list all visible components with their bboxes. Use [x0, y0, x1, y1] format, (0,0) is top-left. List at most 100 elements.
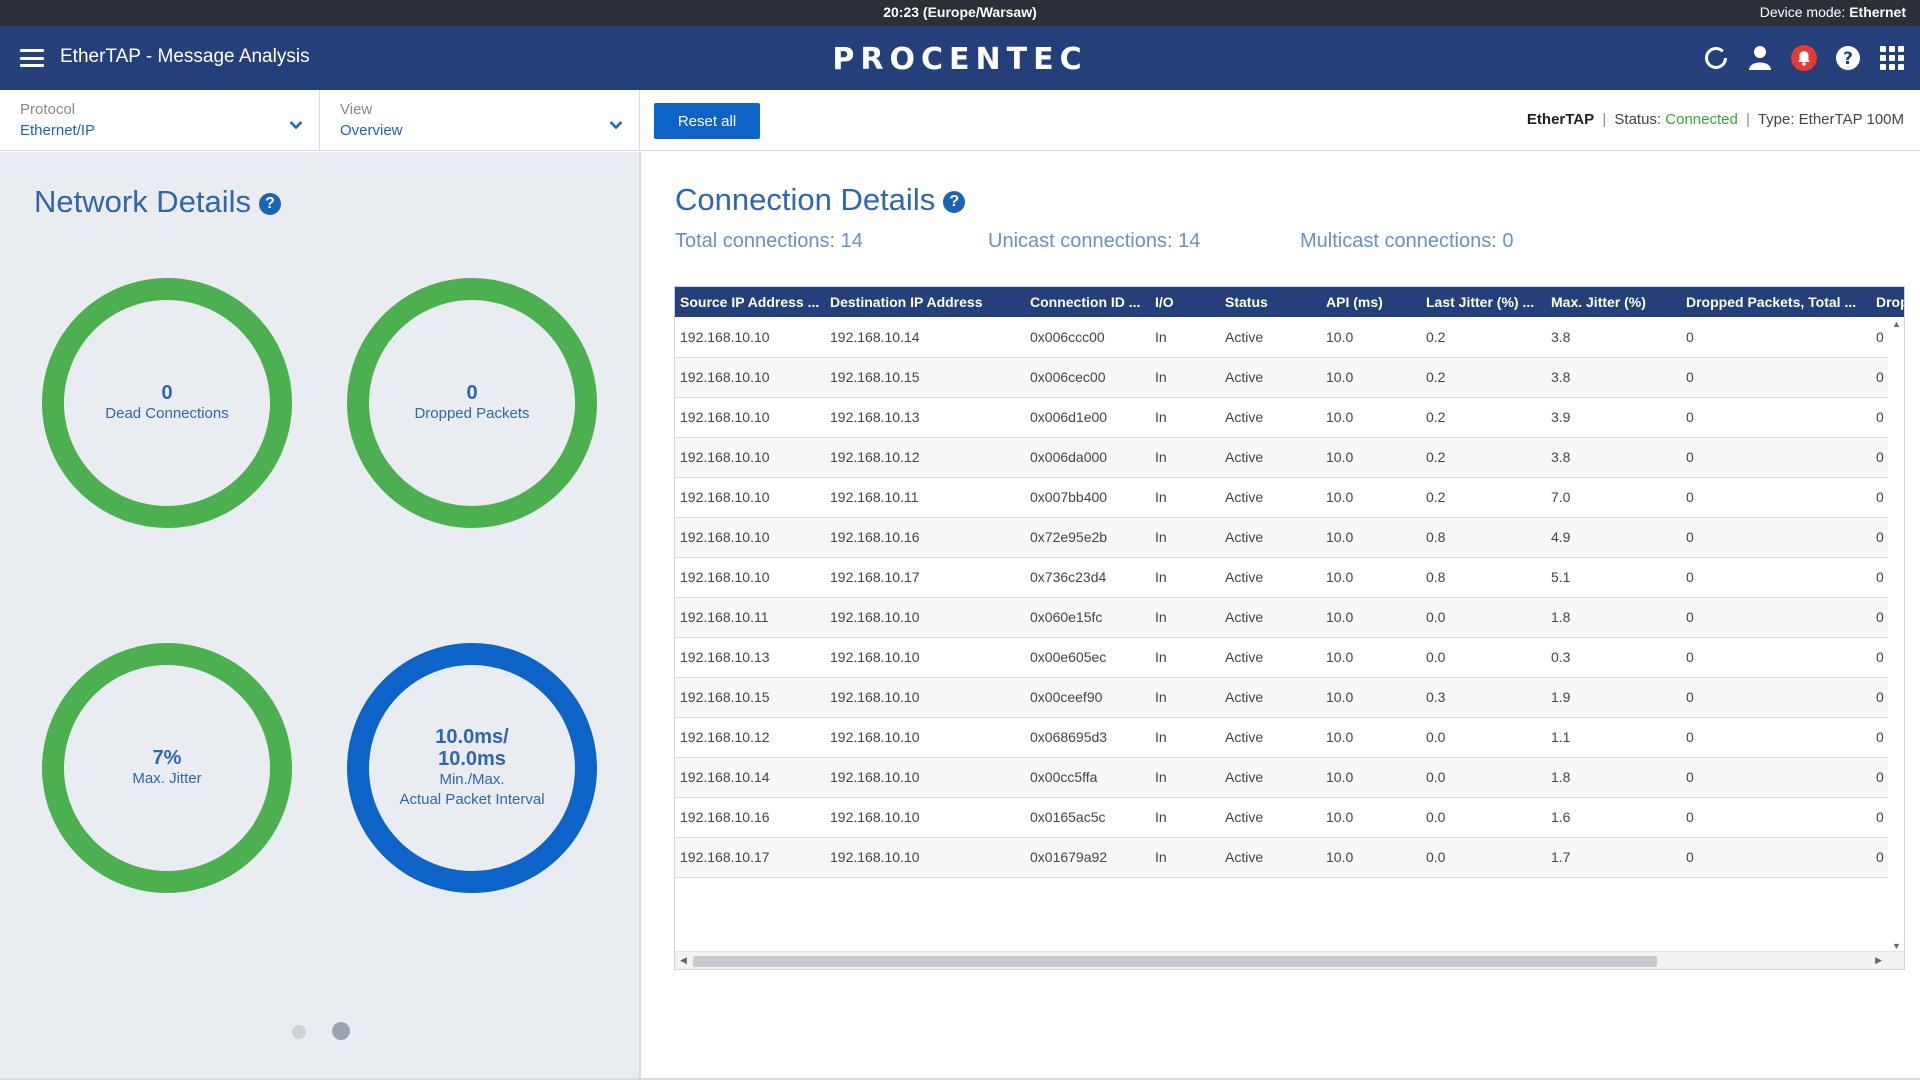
help-icon[interactable]: ? — [1834, 44, 1862, 72]
column-header[interactable]: Status — [1220, 287, 1321, 317]
table-cell: 0.2 — [1421, 397, 1546, 438]
table-row[interactable]: 192.168.10.10 192.168.10.15 0x006cec00 In Ac… — [675, 357, 1904, 398]
table-cell: 3.9 — [1546, 397, 1681, 438]
table-row[interactable]: 192.168.10.10 192.168.10.16 0x72e95e2b In Ac… — [675, 517, 1904, 558]
column-header[interactable]: Last Jitter (%) ... — [1421, 287, 1546, 317]
refresh-icon[interactable] — [1702, 44, 1730, 72]
column-header[interactable]: Dropped Packets, Total ... — [1681, 287, 1871, 317]
table-row[interactable]: 192.168.10.13 192.168.10.10 0x00e605ec In Ac… — [675, 637, 1904, 678]
table-row[interactable]: 192.168.10.14 192.168.10.10 0x00cc5ffa In Ac… — [675, 757, 1904, 798]
column-header[interactable]: Destination IP Address — [825, 287, 1025, 317]
protocol-dropdown[interactable]: Protocol Ethernet/IP — [0, 90, 320, 150]
scroll-down-arrow[interactable]: ▼ — [1892, 941, 1901, 951]
column-header[interactable]: API (ms) — [1321, 287, 1421, 317]
table-cell: 1.6 — [1546, 797, 1681, 838]
table-row[interactable]: 192.168.10.10 192.168.10.11 0x007bb400 In Ac… — [675, 477, 1904, 518]
protocol-label: Protocol — [20, 101, 76, 118]
unicast-connections: Unicast connections: 14 — [988, 230, 1201, 252]
gauge-ring — [347, 643, 597, 893]
gauge-label: Min./Max. — [439, 771, 505, 788]
table-row[interactable]: 192.168.10.16 192.168.10.10 0x0165ac5c In Ac… — [675, 797, 1904, 838]
table-row[interactable]: 192.168.10.17 192.168.10.10 0x01679a92 In Ac… — [675, 837, 1904, 878]
column-header[interactable]: Drop — [1871, 287, 1904, 317]
user-icon[interactable] — [1746, 44, 1774, 72]
table-row[interactable]: 192.168.10.10 192.168.10.14 0x006ccc00 In Ac… — [675, 317, 1904, 358]
table-cell: 0x736c23d4 — [1025, 557, 1150, 598]
table-cell: 0x006d1e00 — [1025, 397, 1150, 438]
table-cell: 0.3 — [1546, 637, 1681, 678]
table-cell: 192.168.10.10 — [675, 557, 825, 598]
table-cell: 10.0 — [1321, 637, 1421, 678]
table-cell: 10.0 — [1321, 557, 1421, 598]
table-cell: In — [1150, 357, 1220, 398]
table-cell: 192.168.10.16 — [825, 517, 1025, 558]
table-cell: Active — [1220, 797, 1321, 838]
connection-details-title: Connection Details? — [675, 182, 966, 218]
table-cell: 192.168.10.10 — [825, 717, 1025, 758]
reset-all-button[interactable]: Reset all — [654, 103, 760, 139]
device-type: Type: EtherTAP 100M — [1757, 111, 1904, 128]
table-cell: 3.8 — [1546, 357, 1681, 398]
table-cell: 1.9 — [1546, 677, 1681, 718]
scroll-right-arrow[interactable]: ▶ — [1875, 955, 1882, 965]
scroll-up-arrow[interactable]: ▲ — [1892, 319, 1901, 329]
network-details-panel: Network Details? 0 Dead Connections 0 Dr… — [0, 152, 641, 1080]
table-row[interactable]: 192.168.10.10 192.168.10.17 0x736c23d4 In Ac… — [675, 557, 1904, 598]
view-label: View — [340, 101, 373, 118]
help-icon[interactable]: ? — [259, 192, 282, 215]
column-header[interactable]: Max. Jitter (%) — [1546, 287, 1681, 317]
gauge-value-max: 10.0ms — [438, 748, 506, 770]
pager-dot-1[interactable] — [292, 1025, 306, 1039]
gauge-label: Dropped Packets — [414, 405, 530, 422]
table-cell: 0x006ccc00 — [1025, 317, 1150, 358]
table-cell: 10.0 — [1321, 397, 1421, 438]
table-cell: Active — [1220, 397, 1321, 438]
device-name: EtherTAP — [1526, 111, 1595, 128]
table-cell: 192.168.10.10 — [825, 797, 1025, 838]
help-icon[interactable]: ? — [943, 190, 966, 213]
table-row[interactable]: 192.168.10.10 192.168.10.12 0x006da000 In Ac… — [675, 437, 1904, 478]
column-header[interactable]: Connection ID ... — [1025, 287, 1150, 317]
table-cell: In — [1150, 677, 1220, 718]
table-row[interactable]: 192.168.10.10 192.168.10.13 0x006d1e00 In Ac… — [675, 397, 1904, 438]
table-cell: 0.3 — [1421, 677, 1546, 718]
table-cell: 192.168.10.12 — [825, 437, 1025, 478]
gauge-value-min: 10.0ms/ — [435, 726, 509, 748]
total-connections: Total connections: 14 — [675, 230, 863, 252]
horizontal-scrollbar[interactable]: ◀ ▶ — [675, 951, 1904, 969]
vertical-scrollbar[interactable]: ▲ ▼ — [1888, 317, 1904, 953]
table-cell: 192.168.10.10 — [675, 517, 825, 558]
scrollbar-thumb[interactable] — [693, 956, 1657, 967]
table-cell: 5.1 — [1546, 557, 1681, 598]
table-cell: In — [1150, 757, 1220, 798]
scroll-left-arrow[interactable]: ◀ — [680, 955, 687, 965]
table-cell: 10.0 — [1321, 597, 1421, 638]
pager-dot-2[interactable] — [332, 1022, 350, 1040]
table-cell: 0.8 — [1421, 517, 1546, 558]
table-cell: 0 — [1681, 477, 1871, 518]
table-row[interactable]: 192.168.10.15 192.168.10.10 0x00ceef90 In Ac… — [675, 677, 1904, 718]
bell-icon[interactable] — [1790, 44, 1818, 72]
table-cell: 10.0 — [1321, 797, 1421, 838]
menu-icon[interactable] — [20, 49, 44, 67]
table-row[interactable]: 192.168.10.11 192.168.10.10 0x060e15fc In Ac… — [675, 597, 1904, 638]
table-cell: 0.0 — [1421, 597, 1546, 638]
table-cell: In — [1150, 717, 1220, 758]
table-cell: 7.0 — [1546, 477, 1681, 518]
table-cell: In — [1150, 837, 1220, 878]
table-cell: Active — [1220, 357, 1321, 398]
column-header[interactable]: I/O — [1150, 287, 1220, 317]
table-cell: 0x00ceef90 — [1025, 677, 1150, 718]
table-cell: 10.0 — [1321, 757, 1421, 798]
table-cell: Active — [1220, 517, 1321, 558]
apps-grid-icon[interactable] — [1878, 44, 1906, 72]
gauge-label: Actual Packet Interval — [399, 791, 545, 808]
column-header[interactable]: Source IP Address ... — [675, 287, 825, 317]
table-cell: In — [1150, 797, 1220, 838]
table-cell: Active — [1220, 757, 1321, 798]
clock: 20:23 (Europe/Warsaw) — [883, 4, 1037, 20]
table-row[interactable]: 192.168.10.12 192.168.10.10 0x068695d3 In Ac… — [675, 717, 1904, 758]
table-cell: 192.168.10.10 — [825, 677, 1025, 718]
app-header: EtherTAP - Message Analysis PROCENTEC ? — [0, 26, 1920, 90]
view-dropdown[interactable]: View Overview — [320, 90, 640, 150]
